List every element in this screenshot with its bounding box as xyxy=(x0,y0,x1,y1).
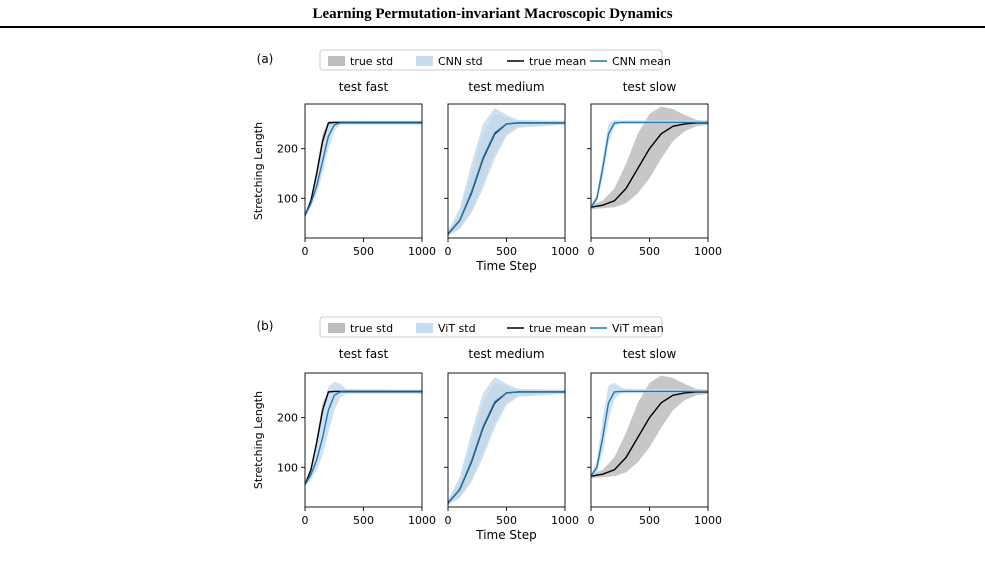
subplot-title: test medium xyxy=(468,347,544,361)
header-rule xyxy=(0,26,985,28)
subplot-title: test fast xyxy=(339,80,389,94)
legend-entry: ViT std xyxy=(438,322,476,335)
legend-swatch xyxy=(328,323,345,333)
legend-entry: CNN mean xyxy=(612,55,671,68)
x-tick-label: 1000 xyxy=(694,245,722,258)
plot-area xyxy=(591,375,708,479)
figure-panel-a: (a) true std CNN std true mean CNN mean test … xyxy=(252,49,722,273)
subplot: test fast 0 500 1000 100 200 xyxy=(277,347,436,527)
subplot: test fast 0 500 1000 100 200 xyxy=(277,80,436,258)
x-tick-label: 0 xyxy=(302,245,309,258)
subplot-title: test medium xyxy=(468,80,544,94)
x-tick-label: 1000 xyxy=(408,245,436,258)
subplot-title: test slow xyxy=(623,80,677,94)
x-tick-label: 500 xyxy=(353,245,374,258)
y-axis-label: Stretching Length xyxy=(252,391,265,489)
x-tick-label: 500 xyxy=(639,514,660,527)
subplot-title: test fast xyxy=(339,347,389,361)
y-tick-label: 100 xyxy=(277,192,298,205)
model-mean-line xyxy=(305,391,422,486)
legend-frame xyxy=(319,49,663,71)
x-axis-label: Time Step xyxy=(475,259,537,273)
x-tick-label: 0 xyxy=(445,245,452,258)
plot-area xyxy=(591,106,708,210)
true-std-band xyxy=(591,106,708,210)
x-tick-label: 0 xyxy=(445,514,452,527)
subplot: test slow 0 500 1000 xyxy=(587,80,722,258)
x-tick-label: 500 xyxy=(496,514,517,527)
y-axis-label: Stretching Length xyxy=(252,122,265,220)
caption-cutoff xyxy=(300,560,720,572)
x-tick-label: 0 xyxy=(588,514,595,527)
true-mean-line xyxy=(305,390,422,485)
panel-label: (b) xyxy=(257,319,274,333)
page-header-title: Learning Permutation-invariant Macroscop… xyxy=(312,6,673,22)
y-tick-label: 100 xyxy=(277,461,298,474)
x-tick-label: 0 xyxy=(588,245,595,258)
plot-area xyxy=(448,108,565,236)
model-std-band xyxy=(305,381,422,486)
true-mean-line xyxy=(591,391,708,477)
legend-swatch xyxy=(328,56,345,66)
x-tick-label: 500 xyxy=(353,514,374,527)
figure: (a) true std CNN std true mean CNN mean test … xyxy=(252,49,722,542)
x-axis-label: Time Step xyxy=(475,528,537,542)
x-tick-label: 1000 xyxy=(551,245,579,258)
y-tick-label: 200 xyxy=(277,143,298,156)
true-mean-line xyxy=(305,121,422,216)
legend: true std ViT std true mean ViT mean xyxy=(319,316,664,338)
plot-area xyxy=(305,120,422,217)
subplot: test slow 0 500 1000 xyxy=(587,347,722,527)
legend-swatch xyxy=(416,56,433,66)
plot-area xyxy=(448,377,565,505)
plot-area xyxy=(305,381,422,486)
panel-label: (a) xyxy=(257,52,274,66)
model-mean-line xyxy=(448,391,565,504)
model-mean-line xyxy=(591,390,708,477)
x-tick-label: 0 xyxy=(302,514,309,527)
legend: true std CNN std true mean CNN mean xyxy=(319,49,671,71)
x-tick-label: 500 xyxy=(496,245,517,258)
x-tick-label: 1000 xyxy=(551,514,579,527)
legend-entry: CNN std xyxy=(438,55,483,68)
model-std-band xyxy=(448,108,565,236)
y-tick-label: 200 xyxy=(277,412,298,425)
model-mean-line xyxy=(305,122,422,217)
x-tick-label: 1000 xyxy=(408,514,436,527)
model-mean-line xyxy=(448,122,565,235)
model-std-band xyxy=(448,377,565,505)
legend-entry: true mean xyxy=(529,55,586,68)
true-mean-line xyxy=(591,122,708,208)
x-tick-label: 500 xyxy=(639,245,660,258)
model-mean-line xyxy=(591,121,708,208)
legend-frame xyxy=(319,316,663,338)
subplot: test medium 0 500 1000 xyxy=(444,80,579,258)
legend-entry: true std xyxy=(350,322,393,335)
subplot-title: test slow xyxy=(623,347,677,361)
legend-entry: true std xyxy=(350,55,393,68)
figure-panel-b: (b) true std ViT std true mean ViT mean test … xyxy=(252,316,722,542)
x-tick-label: 1000 xyxy=(694,514,722,527)
true-std-band xyxy=(591,375,708,479)
legend-entry: ViT mean xyxy=(612,322,664,335)
subplot: test medium 0 500 1000 xyxy=(444,347,579,527)
legend-entry: true mean xyxy=(529,322,586,335)
legend-swatch xyxy=(416,323,433,333)
